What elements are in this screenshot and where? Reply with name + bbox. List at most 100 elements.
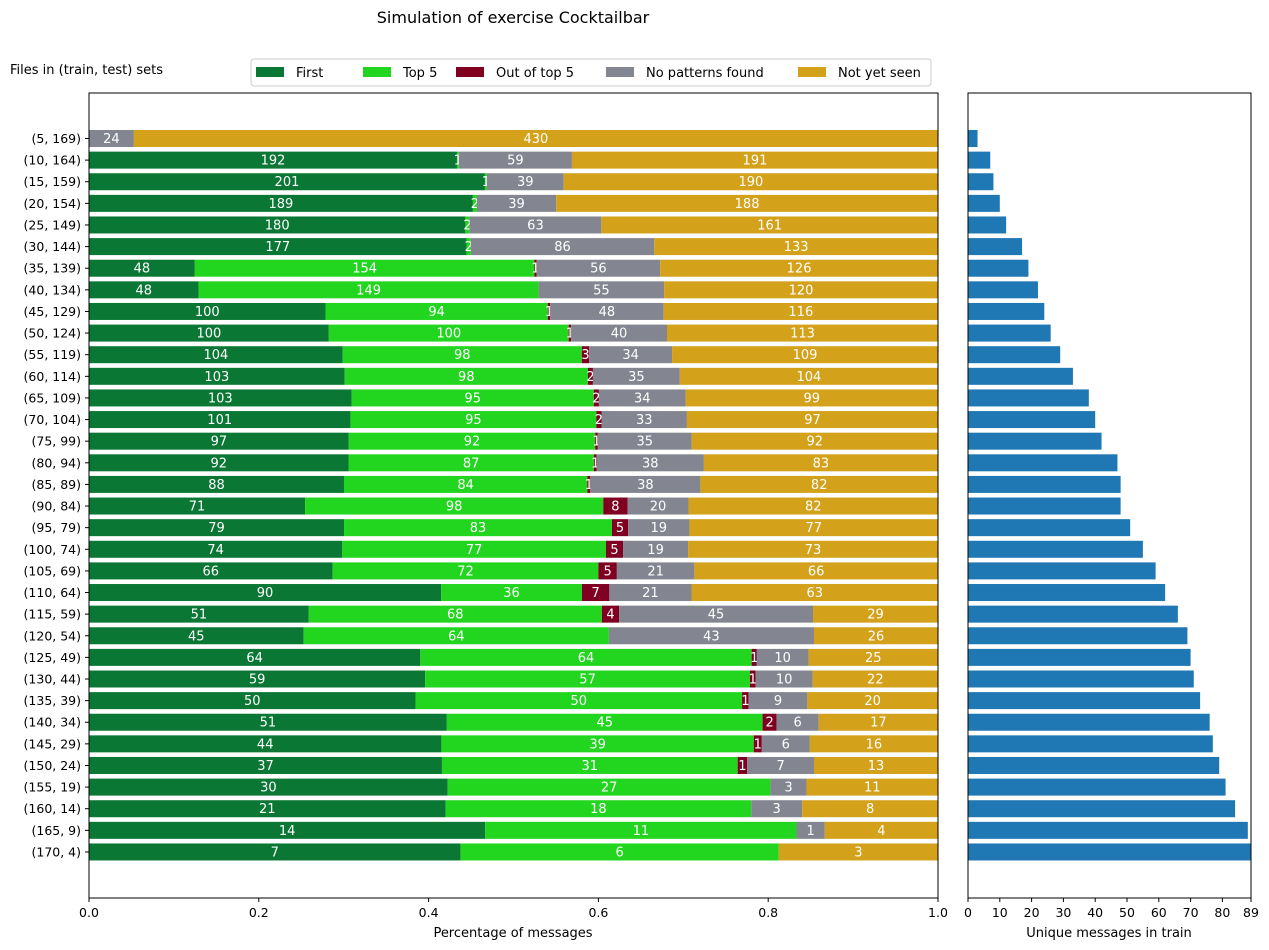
- legend: First Top 5 Out of top 5 No patterns found N…: [250, 58, 932, 87]
- bar-segment-label: 9: [774, 694, 782, 709]
- bar-segment: [441, 756, 738, 774]
- bar-segment: [441, 735, 754, 753]
- y-tick-label: (150, 24): [24, 758, 81, 773]
- bar-segment-label: 83: [470, 521, 487, 536]
- bar-segment: [587, 367, 593, 385]
- bar-segment-label: 90: [257, 586, 274, 601]
- bar: [968, 778, 1226, 796]
- bar-segment: [538, 281, 665, 299]
- bar-segment: [556, 194, 938, 212]
- bar-segment: [623, 540, 689, 558]
- bar-segment: [598, 389, 686, 407]
- bar-segment-label: 18: [590, 802, 607, 817]
- y-tick-label: (110, 64): [24, 585, 81, 600]
- bar: [968, 800, 1236, 818]
- y-tick-label: (20, 154): [24, 196, 81, 211]
- bar-segment: [813, 605, 938, 623]
- bar-segment-label: 3: [581, 348, 589, 363]
- bar-segment-label: 98: [454, 348, 471, 363]
- left-x-axis-label: Percentage of messages: [433, 926, 592, 941]
- bar-segment: [749, 670, 756, 688]
- bar-segment-label: 34: [622, 348, 639, 363]
- legend-entry: Out of top 5: [496, 66, 574, 81]
- bar-segment: [89, 562, 333, 580]
- bar-segment: [813, 627, 938, 645]
- bar-segment: [476, 194, 557, 212]
- y-tick-label: (120, 54): [24, 628, 81, 643]
- bar-segment: [778, 843, 938, 861]
- bar-segment-label: 20: [650, 500, 667, 515]
- bar-segment: [605, 540, 624, 558]
- bar-segment: [89, 519, 345, 537]
- bar-segment: [456, 151, 459, 169]
- bar-segment: [762, 713, 777, 731]
- bar-segment: [348, 454, 594, 472]
- bar-segment: [536, 259, 661, 277]
- x-tick-label: 30: [1055, 905, 1071, 920]
- right-plot-frame: [967, 92, 1252, 899]
- bar-segment-label: 38: [637, 478, 654, 493]
- bar-segment-label: 3: [784, 781, 792, 796]
- bar-segment: [601, 216, 938, 234]
- bar-segment-label: 21: [259, 802, 276, 817]
- bar: [968, 367, 1073, 385]
- bar-segment-label: 11: [864, 781, 881, 796]
- bar-segment-label: 63: [527, 218, 544, 233]
- bar-segment: [703, 454, 938, 472]
- bar-segment-label: 177: [265, 240, 290, 255]
- bar: [968, 497, 1121, 515]
- bar-segment: [194, 259, 535, 277]
- bar-segment-label: 188: [735, 197, 760, 212]
- bar-segment-label: 97: [211, 435, 228, 450]
- bar-segment: [466, 238, 471, 256]
- bar-segment: [415, 692, 743, 710]
- y-tick-label: (10, 164): [24, 153, 81, 168]
- bar-segment: [89, 756, 442, 774]
- y-tick-label: (70, 104): [24, 412, 81, 427]
- bar-segment: [587, 475, 591, 493]
- y-tick-label: (50, 124): [24, 326, 81, 341]
- y-tick-label: (85, 89): [31, 477, 81, 492]
- bar-segment-label: 1: [592, 435, 600, 450]
- x-tick-label: 0: [964, 905, 972, 920]
- bar-segment-label: 92: [807, 435, 824, 450]
- bar-segment-label: 1: [807, 824, 815, 839]
- bar-segment-label: 2: [471, 197, 479, 212]
- legend-entry: No patterns found: [646, 66, 764, 81]
- bar-segment: [802, 800, 938, 818]
- bar-segment: [694, 562, 938, 580]
- bar-segment: [742, 692, 749, 710]
- bar-segment: [770, 778, 807, 796]
- bar-segment: [688, 540, 938, 558]
- y-tick-label: (125, 49): [24, 650, 81, 665]
- bar-segment: [596, 411, 602, 429]
- bar-segment-label: 7: [592, 586, 600, 601]
- bar-segment-label: 92: [464, 435, 481, 450]
- y-tick-label: (105, 69): [24, 563, 81, 578]
- bar-segment: [342, 540, 606, 558]
- y-tick-label: (155, 19): [24, 780, 81, 795]
- bar-segment-label: 45: [188, 629, 205, 644]
- bar: [968, 627, 1188, 645]
- bar-segment: [595, 432, 598, 450]
- bar: [968, 194, 1000, 212]
- bar-segment-label: 103: [208, 391, 233, 406]
- bar-segment-label: 1: [482, 175, 490, 190]
- y-tick-label: (160, 14): [24, 801, 81, 816]
- bar: [968, 454, 1118, 472]
- bar-segment: [654, 238, 938, 256]
- y-tick-label: (15, 159): [24, 174, 81, 189]
- bar-segment-label: 6: [782, 737, 790, 752]
- bar-segment: [460, 843, 779, 861]
- legend-swatch: [363, 67, 391, 77]
- bar-segment-label: 73: [805, 543, 822, 558]
- bar: [968, 173, 994, 191]
- bar-segment: [465, 216, 470, 234]
- bar: [968, 346, 1061, 364]
- bar-segment-label: 43: [703, 629, 720, 644]
- bar-segment-label: 189: [269, 197, 294, 212]
- bar-segment-label: 56: [590, 262, 607, 277]
- bar-segment: [672, 346, 938, 364]
- bar-segment: [89, 389, 352, 407]
